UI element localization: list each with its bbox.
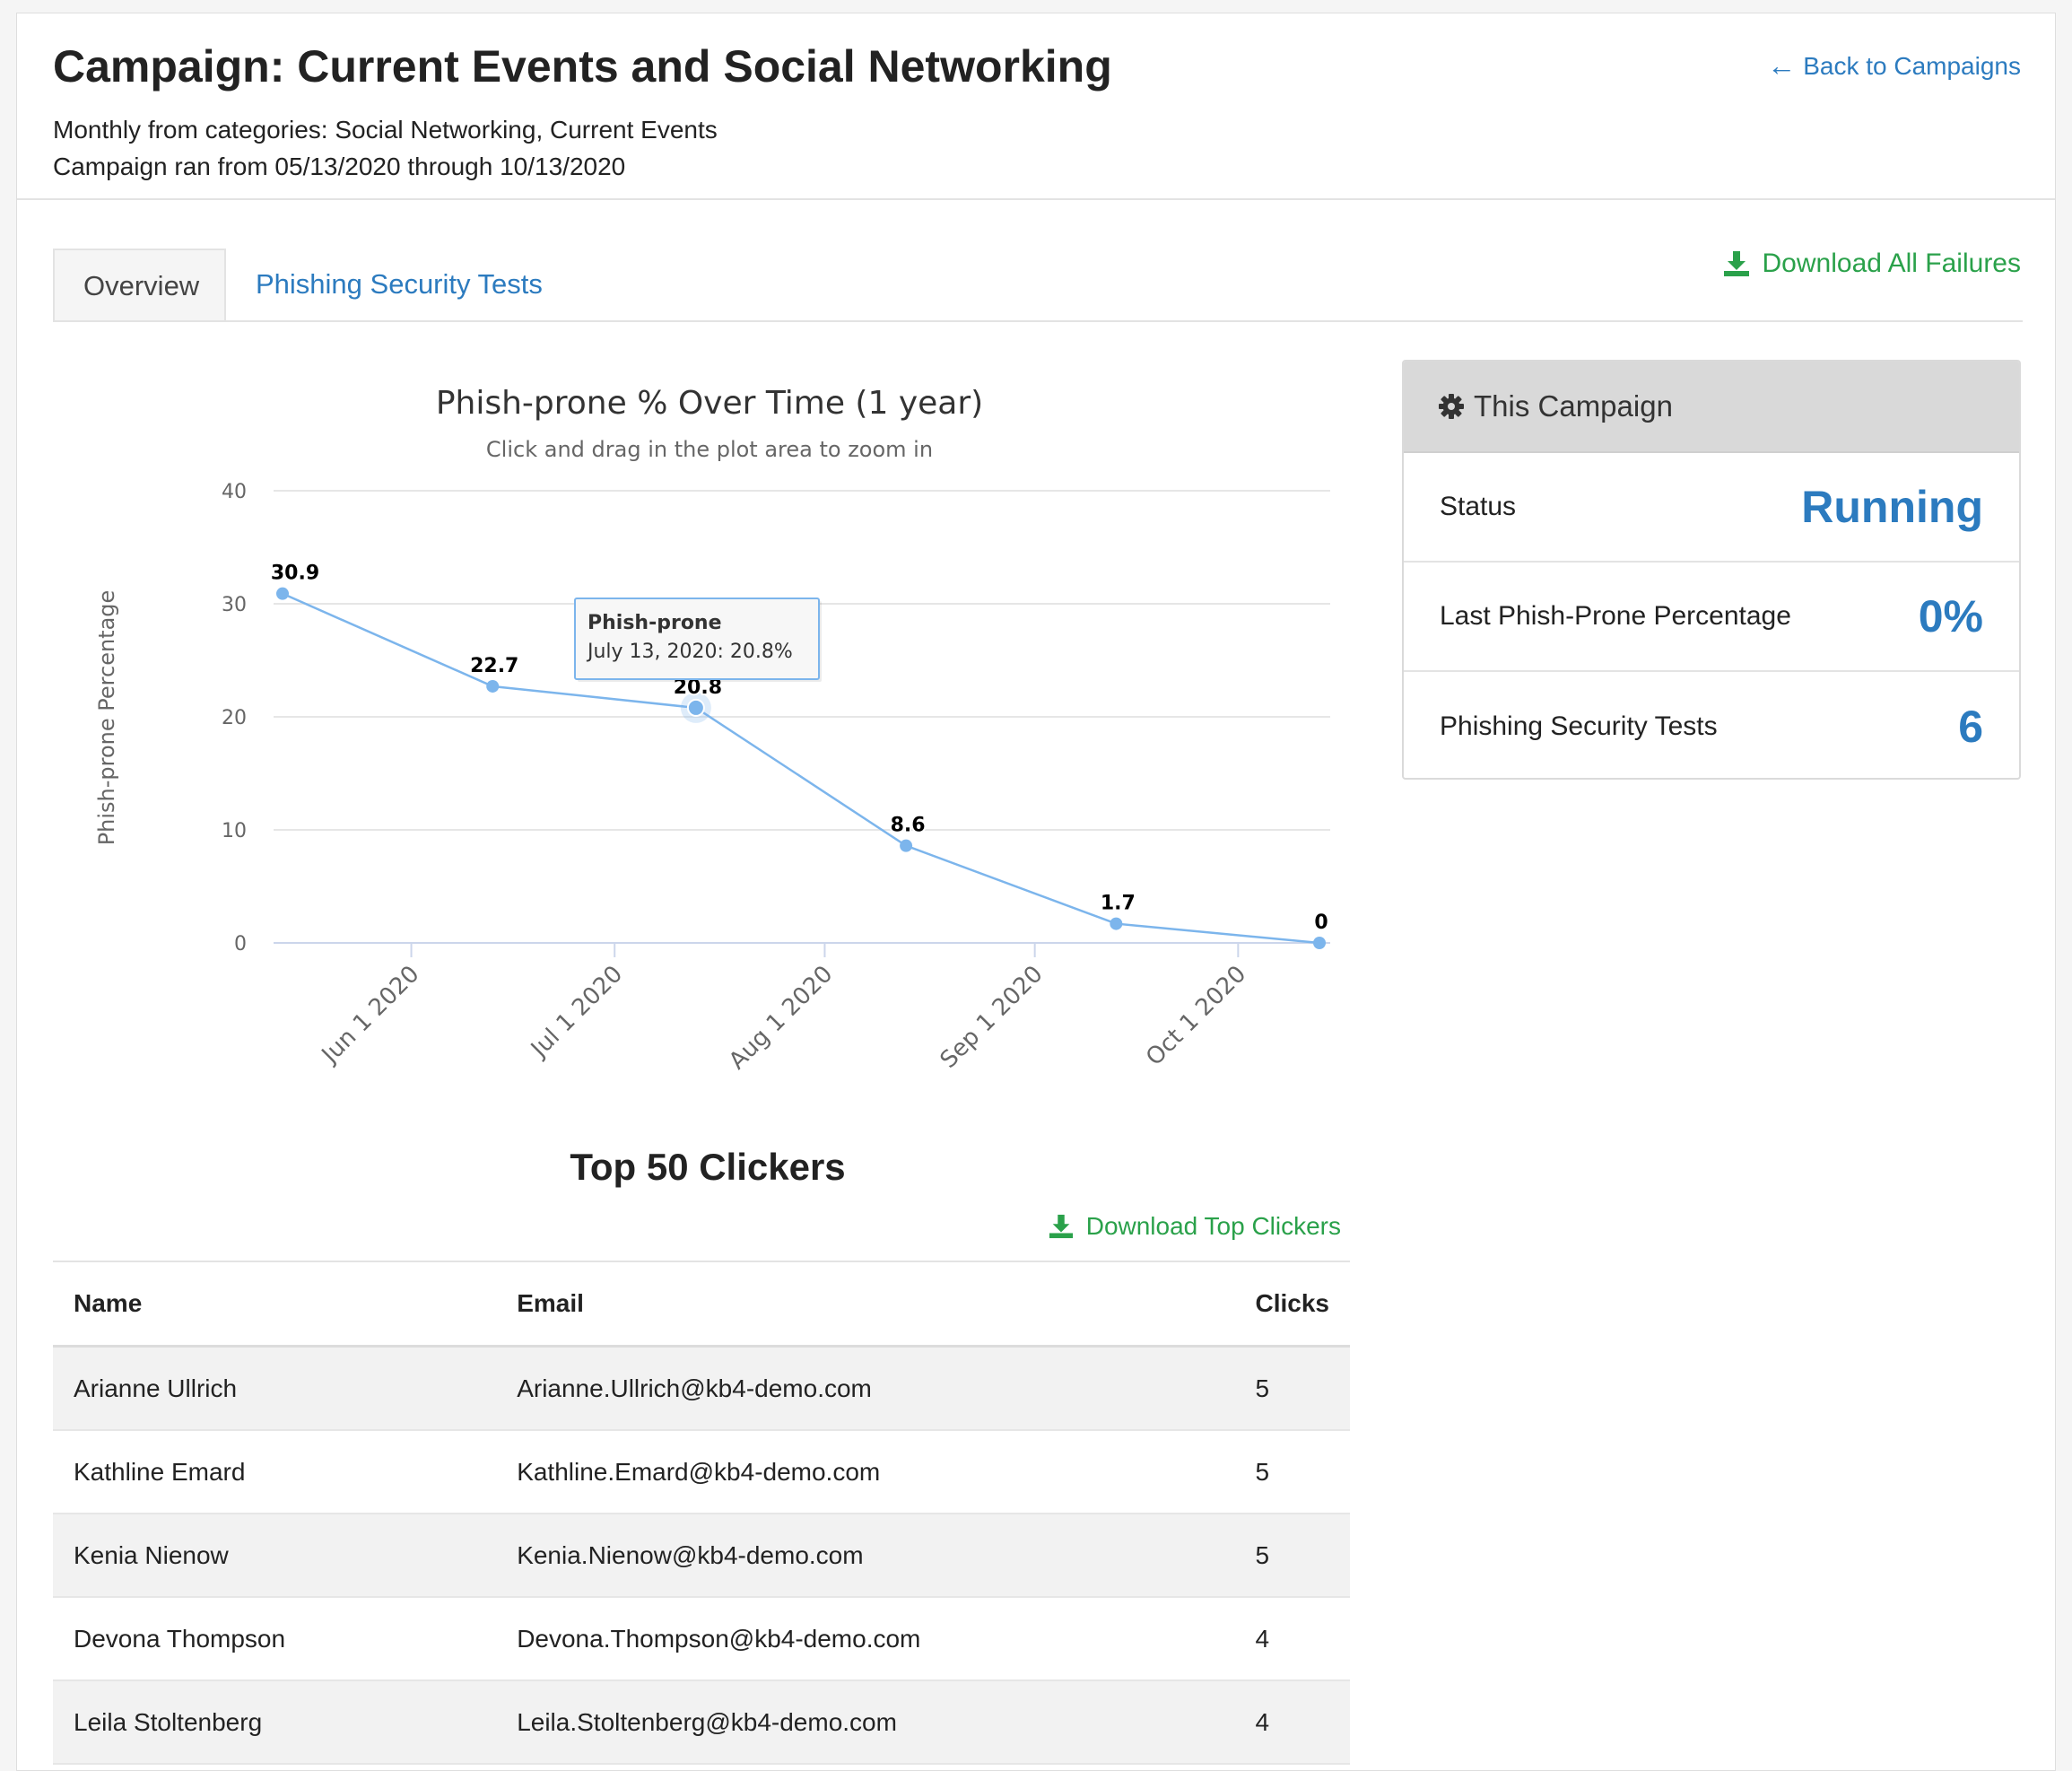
phishing-tests-row: Phishing Security Tests 6 (1404, 672, 2019, 778)
download-icon (1723, 251, 1749, 276)
top-clickers-table: Name Email Clicks Arianne Ullrich Ariann… (53, 1261, 1350, 1765)
status-label: Status (1440, 492, 1517, 521)
y-tick-label: 0 (234, 933, 247, 955)
page-title: Campaign: Current Events and Social Netw… (53, 41, 1112, 92)
data-point[interactable] (900, 839, 913, 852)
clicker-name: Arianne Ullrich (53, 1346, 497, 1431)
table-row: Devona Thompson Devona.Thompson@kb4-demo… (53, 1597, 1350, 1681)
campaign-panel: Campaign: Current Events and Social Netw… (16, 13, 2056, 1771)
this-campaign-panel: This Campaign Status Running Last Phish-… (1402, 360, 2021, 780)
chart-subtitle: Click and drag in the plot area to zoom … (486, 437, 933, 462)
status-value: Running (1801, 482, 1983, 532)
clicker-email: Arianne.Ullrich@kb4-demo.com (496, 1346, 1235, 1431)
data-point[interactable] (276, 587, 289, 600)
status-row: Status Running (1404, 453, 2019, 563)
back-to-campaigns-label: Back to Campaigns (1803, 51, 2021, 80)
clicker-email: Leila.Stoltenberg@kb4-demo.com (496, 1680, 1235, 1765)
y-tick-label: 40 (222, 481, 247, 503)
gear-icon (1439, 394, 1464, 419)
clicker-name: Devona Thompson (53, 1597, 497, 1681)
clicker-clicks: 4 (1234, 1680, 1350, 1765)
tab-bar: Overview Phishing Security Tests (53, 236, 2023, 322)
clicker-name: Leila Stoltenberg (53, 1680, 497, 1765)
campaign-date-range: Campaign ran from 05/13/2020 through 10/… (53, 153, 626, 180)
data-point[interactable] (1313, 937, 1326, 949)
this-campaign-title: This Campaign (1474, 389, 1673, 423)
phishing-tests-label: Phishing Security Tests (1440, 711, 1718, 741)
clicker-email: Devona.Thompson@kb4-demo.com (496, 1597, 1235, 1681)
series-line-phish-prone (282, 592, 1320, 945)
clicker-name: Kathline Emard (53, 1430, 497, 1514)
column-header-name[interactable]: Name (53, 1261, 497, 1348)
clicker-clicks: 5 (1234, 1514, 1350, 1598)
campaign-categories: Monthly from categories: Social Networki… (53, 116, 718, 144)
x-tick-label: Jun 1 2020 (316, 961, 425, 1070)
clicker-name: Kenia Nienow (53, 1514, 497, 1598)
data-label: 0 (1314, 912, 1328, 934)
table-row: Kathline Emard Kathline.Emard@kb4-demo.c… (53, 1430, 1350, 1514)
x-tick-label: Oct 1 2020 (1141, 961, 1251, 1071)
clicker-clicks: 5 (1234, 1430, 1350, 1514)
x-tick-label: Jul 1 2020 (525, 961, 628, 1064)
data-label: 8.6 (891, 815, 926, 837)
clicker-email: Kathline.Emard@kb4-demo.com (496, 1430, 1235, 1514)
tab-phishing-security-tests[interactable]: Phishing Security Tests (256, 268, 543, 300)
tooltip-value: July 13, 2020: 20.8% (586, 641, 793, 663)
tooltip-series-name: Phish-prone (588, 612, 722, 634)
data-label: 30.9 (271, 563, 319, 585)
y-tick-label: 30 (222, 594, 247, 616)
x-tick-label: Sep 1 2020 (936, 961, 1049, 1074)
table-header-row: Name Email Clicks (53, 1261, 1350, 1348)
data-label: 1.7 (1101, 893, 1136, 915)
data-point[interactable] (1110, 917, 1123, 930)
back-to-campaigns-link[interactable]: ← Back to Campaigns (1767, 49, 2021, 83)
chart-title: Phish-prone % Over Time (1 year) (436, 385, 983, 422)
download-all-failures-label: Download All Failures (1762, 249, 2021, 278)
arrow-left-icon: ← (1767, 49, 1797, 82)
phishing-tests-value: 6 (1958, 702, 1983, 752)
y-axis-label: Phish-prone Percentage (94, 590, 119, 846)
clicker-email: Kenia.Nienow@kb4-demo.com (496, 1514, 1235, 1598)
last-phish-prone-row: Last Phish-Prone Percentage 0% (1404, 563, 2019, 672)
y-tick-label: 10 (222, 820, 247, 842)
this-campaign-header: This Campaign (1404, 362, 2019, 453)
page-header: Campaign: Current Events and Social Netw… (17, 13, 2055, 200)
download-all-failures-link[interactable]: Download All Failures (1723, 249, 2021, 279)
download-icon (1049, 1214, 1073, 1239)
last-phish-prone-value: 0% (1918, 591, 1983, 641)
table-row: Leila Stoltenberg Leila.Stoltenberg@kb4-… (53, 1680, 1350, 1765)
column-header-clicks[interactable]: Clicks (1234, 1261, 1350, 1348)
phish-prone-chart[interactable]: Phish-prone % Over Time (1 year) Click a… (53, 363, 1398, 1117)
data-label: 22.7 (470, 655, 518, 677)
tab-overview[interactable]: Overview (53, 249, 226, 320)
data-point[interactable] (486, 679, 500, 693)
last-phish-prone-label: Last Phish-Prone Percentage (1440, 601, 1791, 631)
y-tick-label: 20 (222, 707, 247, 729)
data-point[interactable] (686, 698, 705, 717)
table-row: Kenia Nienow Kenia.Nienow@kb4-demo.com 5 (53, 1514, 1350, 1598)
clicker-clicks: 4 (1234, 1597, 1350, 1681)
download-top-clickers-link[interactable]: Download Top Clickers (1049, 1212, 1341, 1241)
tooltip-box (574, 598, 820, 680)
column-header-email[interactable]: Email (496, 1261, 1235, 1348)
download-top-clickers-label: Download Top Clickers (1085, 1212, 1341, 1240)
top-clickers-title: Top 50 Clickers (570, 1146, 846, 1188)
x-tick-label: Aug 1 2020 (724, 961, 838, 1075)
phish-prone-chart-svg[interactable]: Phish-prone % Over Time (1 year) Click a… (53, 363, 1398, 1117)
clicker-clicks: 5 (1234, 1346, 1350, 1431)
table-row: Arianne Ullrich Arianne.Ullrich@kb4-demo… (53, 1346, 1350, 1431)
